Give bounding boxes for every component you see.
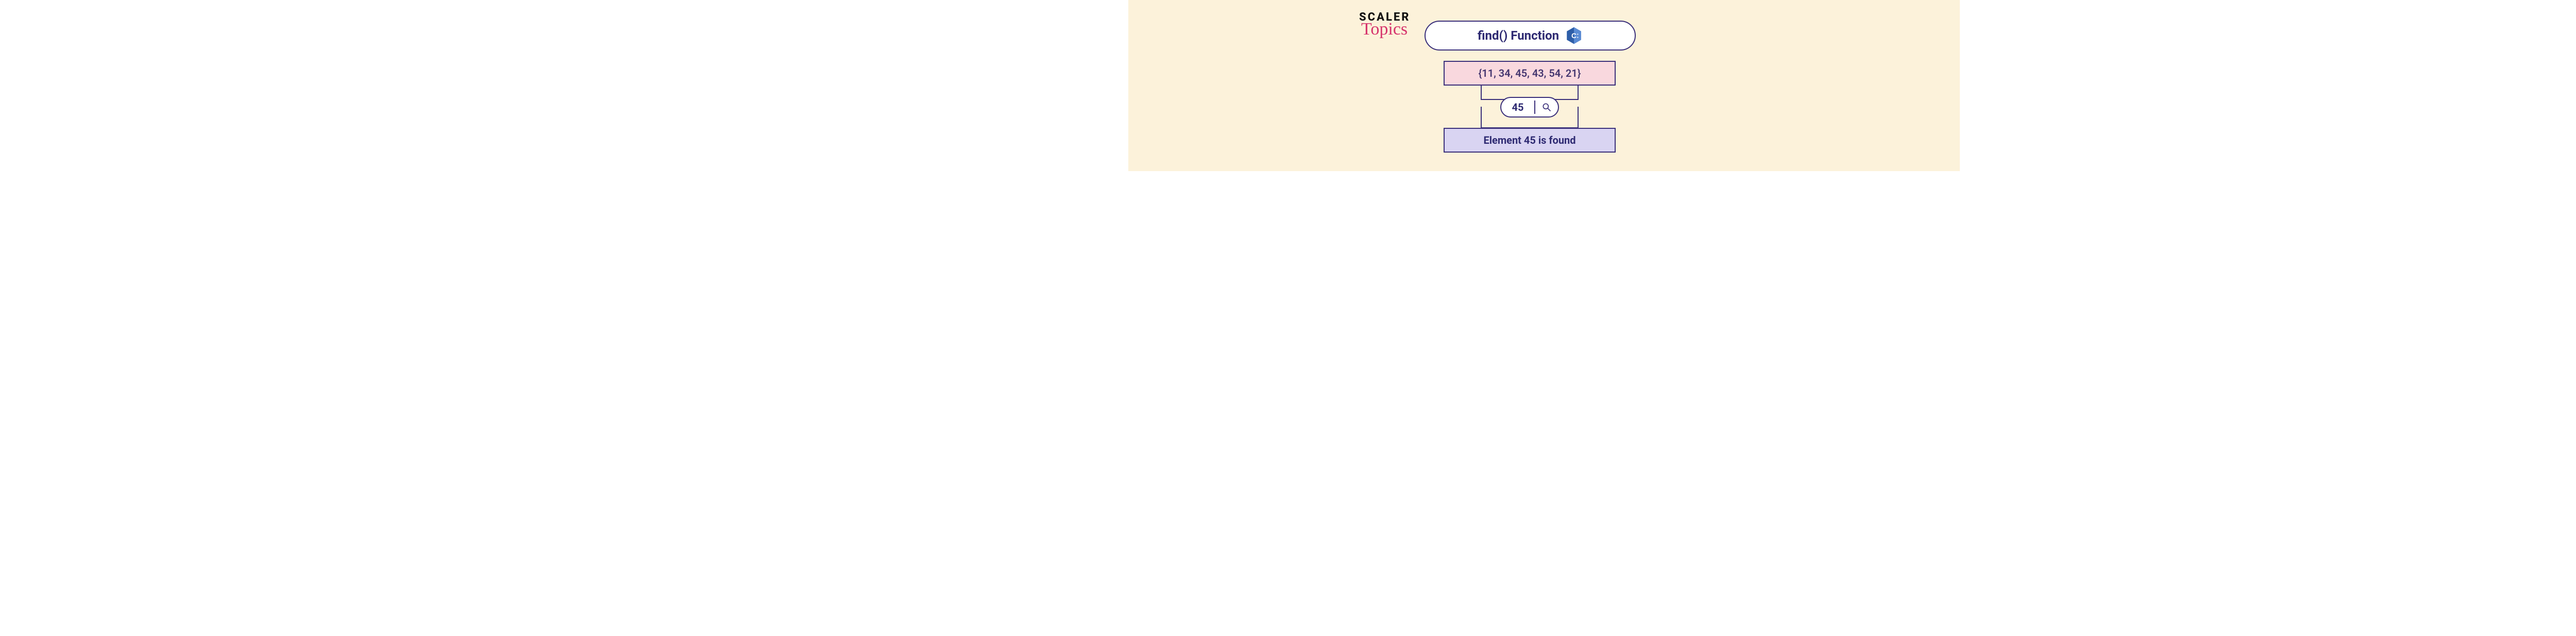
- diagram-canvas: SCALER Topics find() Function C + + {11,…: [0, 0, 2576, 636]
- svg-text:+: +: [1577, 33, 1579, 36]
- logo-text-bottom: Topics: [1361, 22, 1408, 36]
- svg-text:+: +: [1577, 36, 1579, 39]
- connector-bottom: [1481, 107, 1579, 128]
- result-text: Element 45 is found: [1484, 134, 1576, 146]
- title-text: find() Function: [1478, 28, 1559, 43]
- scaler-topics-logo: SCALER Topics: [1359, 12, 1410, 36]
- cpp-icon: C + +: [1565, 26, 1583, 45]
- input-array-box: {11, 34, 45, 43, 54, 21}: [1444, 61, 1616, 86]
- svg-text:C: C: [1571, 32, 1577, 40]
- input-array-text: {11, 34, 45, 43, 54, 21}: [1479, 67, 1581, 79]
- result-box: Element 45 is found: [1444, 128, 1616, 153]
- title-pill: find() Function C + +: [1425, 21, 1636, 51]
